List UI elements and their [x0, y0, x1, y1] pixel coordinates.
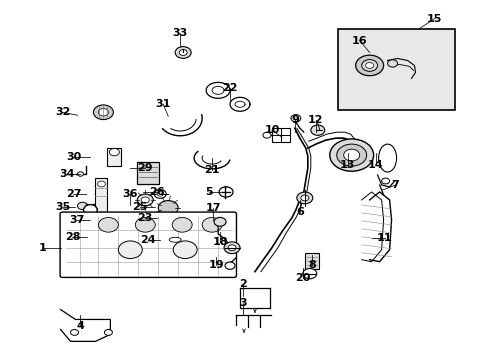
Circle shape — [336, 144, 366, 166]
Circle shape — [172, 217, 192, 232]
Circle shape — [77, 172, 83, 176]
Circle shape — [296, 192, 312, 204]
Text: 20: 20 — [295, 273, 310, 283]
Circle shape — [166, 219, 174, 225]
Circle shape — [365, 63, 373, 68]
Circle shape — [263, 132, 270, 138]
Circle shape — [83, 205, 97, 215]
Circle shape — [227, 245, 236, 251]
Circle shape — [141, 197, 149, 203]
Circle shape — [310, 125, 324, 135]
Ellipse shape — [95, 233, 115, 243]
Circle shape — [104, 329, 112, 336]
Circle shape — [91, 215, 109, 229]
Text: 31: 31 — [155, 99, 171, 109]
Ellipse shape — [169, 237, 181, 242]
Circle shape — [302, 269, 316, 279]
Bar — [107, 148, 121, 166]
Circle shape — [175, 47, 191, 58]
Text: 26: 26 — [149, 187, 165, 197]
Circle shape — [157, 192, 163, 196]
Circle shape — [97, 232, 113, 244]
Ellipse shape — [164, 234, 186, 245]
Text: 1: 1 — [39, 243, 46, 253]
Circle shape — [355, 55, 383, 76]
Circle shape — [219, 187, 233, 197]
Text: 10: 10 — [264, 125, 279, 135]
Circle shape — [97, 181, 105, 187]
Text: 37: 37 — [70, 215, 85, 225]
Circle shape — [179, 50, 187, 55]
Circle shape — [158, 201, 178, 215]
Circle shape — [98, 217, 118, 232]
Circle shape — [137, 194, 153, 206]
Circle shape — [135, 217, 155, 232]
Circle shape — [77, 202, 87, 210]
Circle shape — [173, 241, 197, 258]
Text: 16: 16 — [351, 36, 367, 46]
Circle shape — [101, 235, 109, 241]
Circle shape — [202, 217, 222, 232]
Bar — [271, 128, 289, 142]
Text: 32: 32 — [55, 107, 70, 117]
Text: 27: 27 — [65, 189, 81, 199]
Text: 5: 5 — [205, 187, 212, 197]
Circle shape — [161, 215, 179, 229]
Text: 15: 15 — [426, 14, 441, 24]
Circle shape — [118, 241, 142, 258]
Circle shape — [343, 149, 359, 161]
Circle shape — [98, 109, 108, 116]
Circle shape — [329, 139, 373, 171]
Circle shape — [361, 59, 377, 71]
Text: 36: 36 — [122, 189, 138, 199]
Circle shape — [96, 219, 104, 225]
Text: 23: 23 — [137, 213, 153, 223]
Circle shape — [224, 262, 235, 269]
Circle shape — [93, 105, 113, 120]
Text: 24: 24 — [140, 235, 156, 245]
Circle shape — [70, 329, 78, 336]
Text: 35: 35 — [55, 202, 70, 212]
Text: 33: 33 — [172, 28, 187, 37]
Text: 28: 28 — [64, 232, 80, 242]
Text: 30: 30 — [66, 152, 81, 162]
Circle shape — [224, 242, 240, 253]
Circle shape — [109, 148, 119, 156]
Text: 6: 6 — [295, 207, 303, 217]
Circle shape — [154, 190, 166, 198]
Text: 22: 22 — [222, 84, 237, 93]
Text: 12: 12 — [307, 115, 323, 125]
Circle shape — [290, 114, 300, 122]
Text: 29: 29 — [137, 163, 153, 173]
FancyBboxPatch shape — [60, 212, 236, 278]
Circle shape — [300, 195, 308, 201]
Bar — [137, 162, 159, 184]
Bar — [95, 178, 107, 214]
Text: 4: 4 — [77, 321, 84, 332]
Bar — [304, 253, 318, 269]
Text: 17: 17 — [205, 203, 221, 213]
Text: 25: 25 — [132, 202, 148, 212]
Text: 2: 2 — [239, 279, 246, 289]
Text: 9: 9 — [290, 115, 298, 125]
Text: 8: 8 — [307, 260, 315, 270]
Text: 19: 19 — [208, 260, 224, 270]
Text: 13: 13 — [339, 160, 355, 170]
Text: 21: 21 — [204, 165, 220, 175]
Ellipse shape — [378, 144, 396, 172]
Text: 14: 14 — [367, 160, 383, 170]
Circle shape — [214, 217, 225, 226]
Text: 11: 11 — [376, 233, 391, 243]
Text: 7: 7 — [391, 180, 399, 190]
Circle shape — [381, 178, 389, 184]
Text: 3: 3 — [239, 297, 246, 307]
Text: 18: 18 — [212, 237, 227, 247]
Bar — [337, 28, 454, 110]
Text: 34: 34 — [60, 169, 75, 179]
Circle shape — [387, 60, 397, 67]
